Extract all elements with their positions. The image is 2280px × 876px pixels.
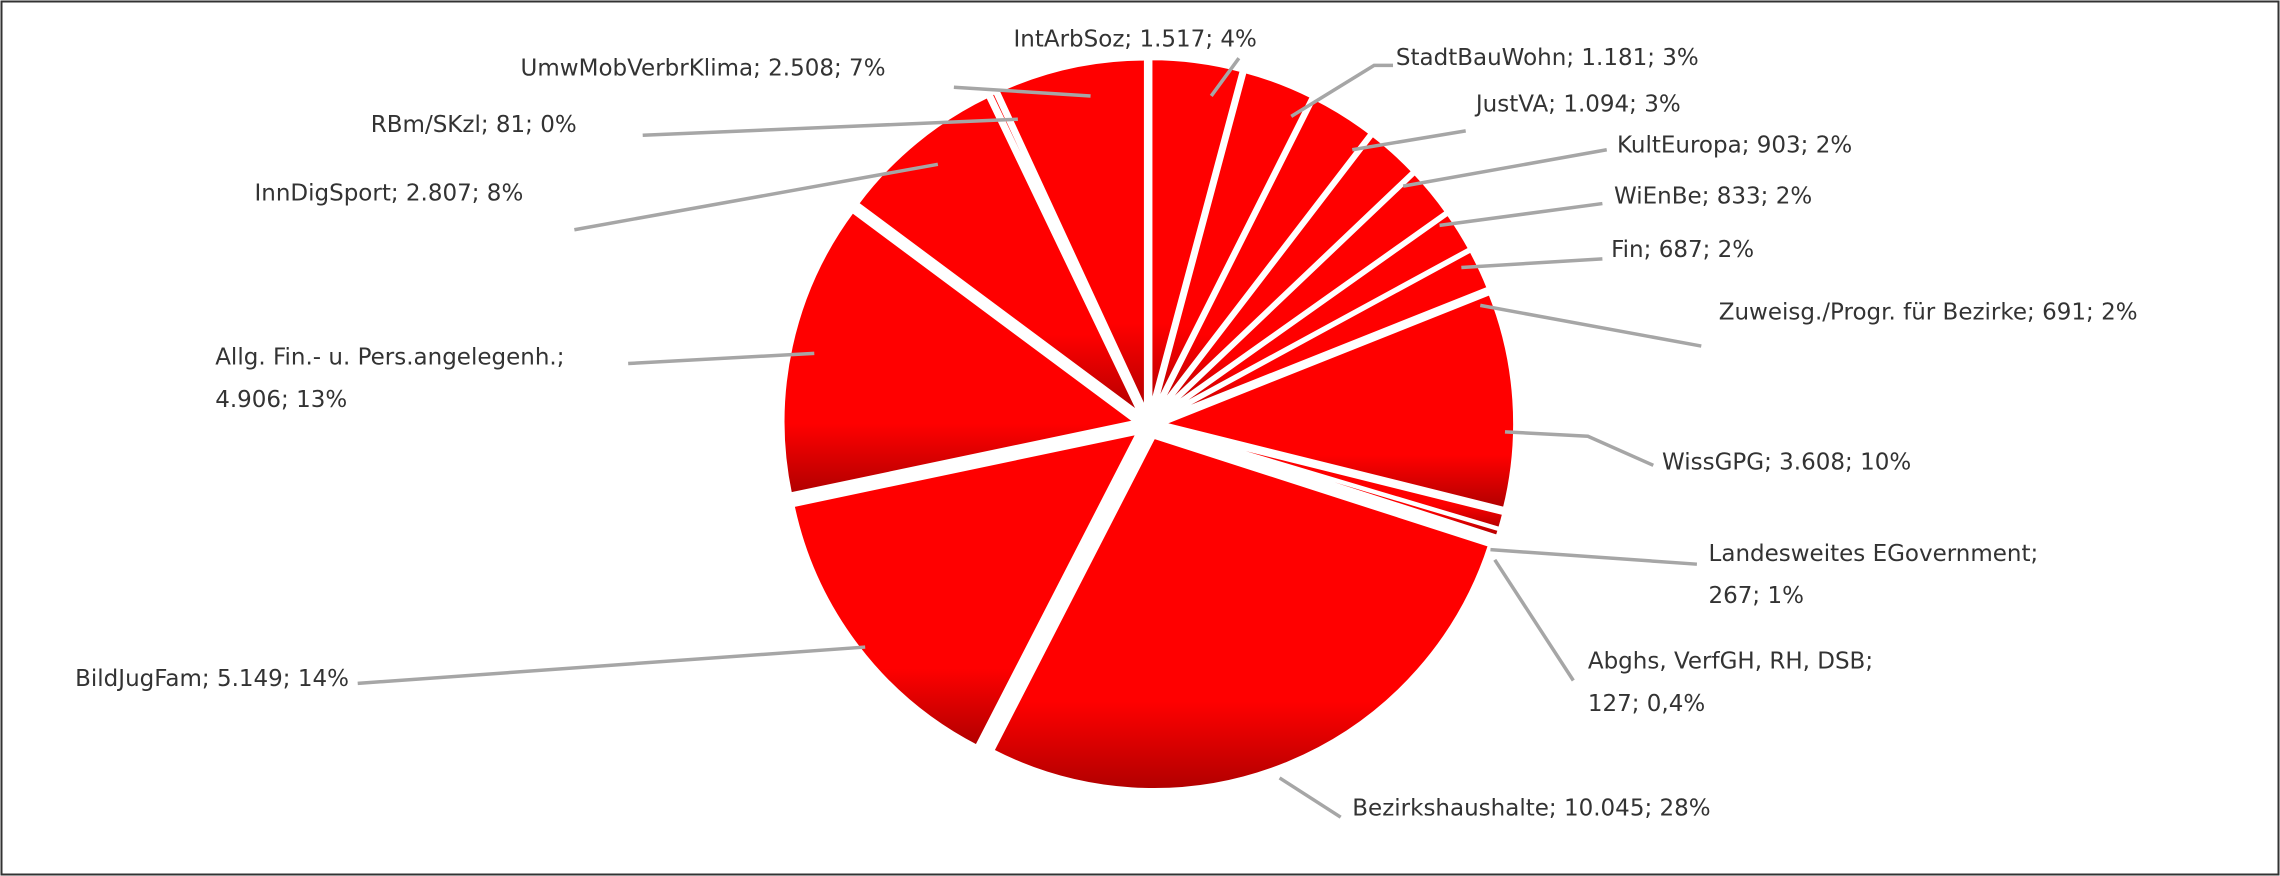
label-separator: ; bbox=[2031, 541, 2039, 567]
label-separator: ; bbox=[1644, 237, 1659, 263]
label-separator: ; bbox=[1548, 91, 1563, 117]
data-label: StadtBauWohn; 1.181; 3% bbox=[1396, 45, 1699, 71]
data-label: BildJugFam; 5.149; 14% bbox=[75, 666, 349, 692]
label-separator: ; bbox=[1865, 648, 1873, 674]
label-value: 691; 2% bbox=[2042, 299, 2137, 325]
pie-slice bbox=[989, 434, 1493, 793]
data-label: Allg. Fin.- u. Pers.angelegenh.; 4.906; 1… bbox=[215, 344, 564, 412]
label-name: Bezirkshaushalte bbox=[1352, 795, 1549, 821]
pie-slice bbox=[1148, 56, 1245, 413]
data-label: RBm/SKzl; 81; 0% bbox=[371, 112, 577, 138]
label-separator: ; bbox=[753, 55, 768, 81]
leader-line bbox=[1493, 558, 1575, 682]
pie-slice bbox=[1159, 247, 1492, 421]
label-name: IntArbSoz bbox=[1013, 26, 1124, 52]
leader-line bbox=[1439, 201, 1603, 228]
leader-line bbox=[1490, 547, 1698, 566]
label-value: 3.608; 10% bbox=[1779, 449, 1911, 475]
leader-line bbox=[1209, 57, 1241, 98]
data-label: Abghs, VerfGH, RH, DSB; 127; 0,4% bbox=[1588, 648, 1873, 716]
label-value: 2.807; 8% bbox=[406, 180, 523, 206]
data-label: WissGPG; 3.608; 10% bbox=[1662, 449, 1911, 475]
label-separator: ; bbox=[1566, 45, 1581, 71]
pie-slice bbox=[854, 93, 1143, 417]
data-label: KultEuropa; 903; 2% bbox=[1617, 132, 1852, 158]
pie-slice bbox=[987, 89, 1145, 414]
label-name: WiEnBe bbox=[1614, 183, 1702, 209]
label-value: 1.181; 3% bbox=[1581, 45, 1698, 71]
pie-slice bbox=[1153, 95, 1374, 415]
data-label: InnDigSport; 2.807; 8% bbox=[254, 180, 523, 206]
label-separator: ; bbox=[1124, 26, 1139, 52]
label-name: RBm/SKzl bbox=[371, 112, 481, 138]
label-value: 127; 0,4% bbox=[1588, 690, 1705, 716]
label-value: 687; 2% bbox=[1659, 237, 1754, 263]
pie-slice bbox=[1151, 68, 1315, 414]
data-label: JustVA; 1.094; 3% bbox=[1474, 91, 1681, 117]
label-name: Abghs, VerfGH, RH, DSB bbox=[1588, 648, 1866, 674]
label-value: 2.508; 7% bbox=[768, 55, 885, 81]
label-name: StadtBauWohn bbox=[1396, 45, 1566, 71]
data-label: UmwMobVerbrKlima; 2.508; 7% bbox=[521, 55, 886, 81]
label-value: 1.517; 4% bbox=[1139, 26, 1256, 52]
label-name: InnDigSport bbox=[254, 180, 390, 206]
pie-slice bbox=[780, 208, 1141, 497]
label-value: 267; 1% bbox=[1709, 583, 1804, 609]
label-value: 10.045; 28% bbox=[1564, 795, 1711, 821]
label-separator: ; bbox=[557, 344, 565, 370]
data-label: Fin; 687; 2% bbox=[1611, 237, 1754, 263]
data-label: Zuweisg./Progr. für Bezirke; 691; 2% bbox=[1719, 299, 2138, 325]
label-name: Landesweites EGovernment bbox=[1709, 541, 2031, 567]
data-label: Landesweites EGovernment; 267; 1% bbox=[1709, 541, 2039, 609]
label-name: Allg. Fin.- u. Pers.angelegenh. bbox=[215, 344, 557, 370]
leader-line bbox=[953, 85, 1091, 98]
label-separator: ; bbox=[481, 112, 496, 138]
label-separator: ; bbox=[1549, 795, 1564, 821]
label-separator: ; bbox=[2027, 299, 2042, 325]
label-name: JustVA bbox=[1474, 91, 1549, 117]
label-separator: ; bbox=[1742, 132, 1757, 158]
leader-line bbox=[1479, 303, 1702, 348]
leader-line bbox=[628, 351, 815, 366]
leader-line bbox=[574, 162, 939, 232]
leader-line bbox=[1352, 129, 1467, 152]
leader-line bbox=[1402, 148, 1608, 188]
leader-line bbox=[357, 645, 866, 686]
label-name: KultEuropa bbox=[1617, 132, 1742, 158]
label-value: 81; 0% bbox=[496, 112, 577, 138]
label-separator: ; bbox=[202, 666, 217, 692]
leader-line bbox=[642, 117, 1018, 137]
label-name: UmwMobVerbrKlima bbox=[521, 55, 754, 81]
label-value: 833; 2% bbox=[1717, 183, 1812, 209]
data-label: IntArbSoz; 1.517; 4% bbox=[1013, 26, 1256, 52]
leader-line bbox=[1461, 257, 1603, 270]
label-value: 1.094; 3% bbox=[1563, 91, 1680, 117]
data-label: Bezirkshaushalte; 10.045; 28% bbox=[1352, 795, 1710, 821]
label-separator: ; bbox=[1764, 449, 1779, 475]
label-separator: ; bbox=[1702, 183, 1717, 209]
pie-slice bbox=[1160, 426, 1503, 540]
leader-line bbox=[1504, 430, 1655, 467]
leader-line bbox=[1290, 63, 1394, 118]
label-value: 5.149; 14% bbox=[217, 666, 349, 692]
label-name: WissGPG bbox=[1662, 449, 1764, 475]
label-value: 4.906; 13% bbox=[215, 386, 347, 412]
label-separator: ; bbox=[391, 180, 406, 206]
label-name: BildJugFam bbox=[75, 666, 202, 692]
label-name: Zuweisg./Progr. für Bezirke bbox=[1719, 299, 2027, 325]
leader-line bbox=[1278, 776, 1342, 819]
data-label: WiEnBe; 833; 2% bbox=[1614, 183, 1812, 209]
label-name: Fin bbox=[1611, 237, 1644, 263]
label-value: 903; 2% bbox=[1757, 132, 1852, 158]
